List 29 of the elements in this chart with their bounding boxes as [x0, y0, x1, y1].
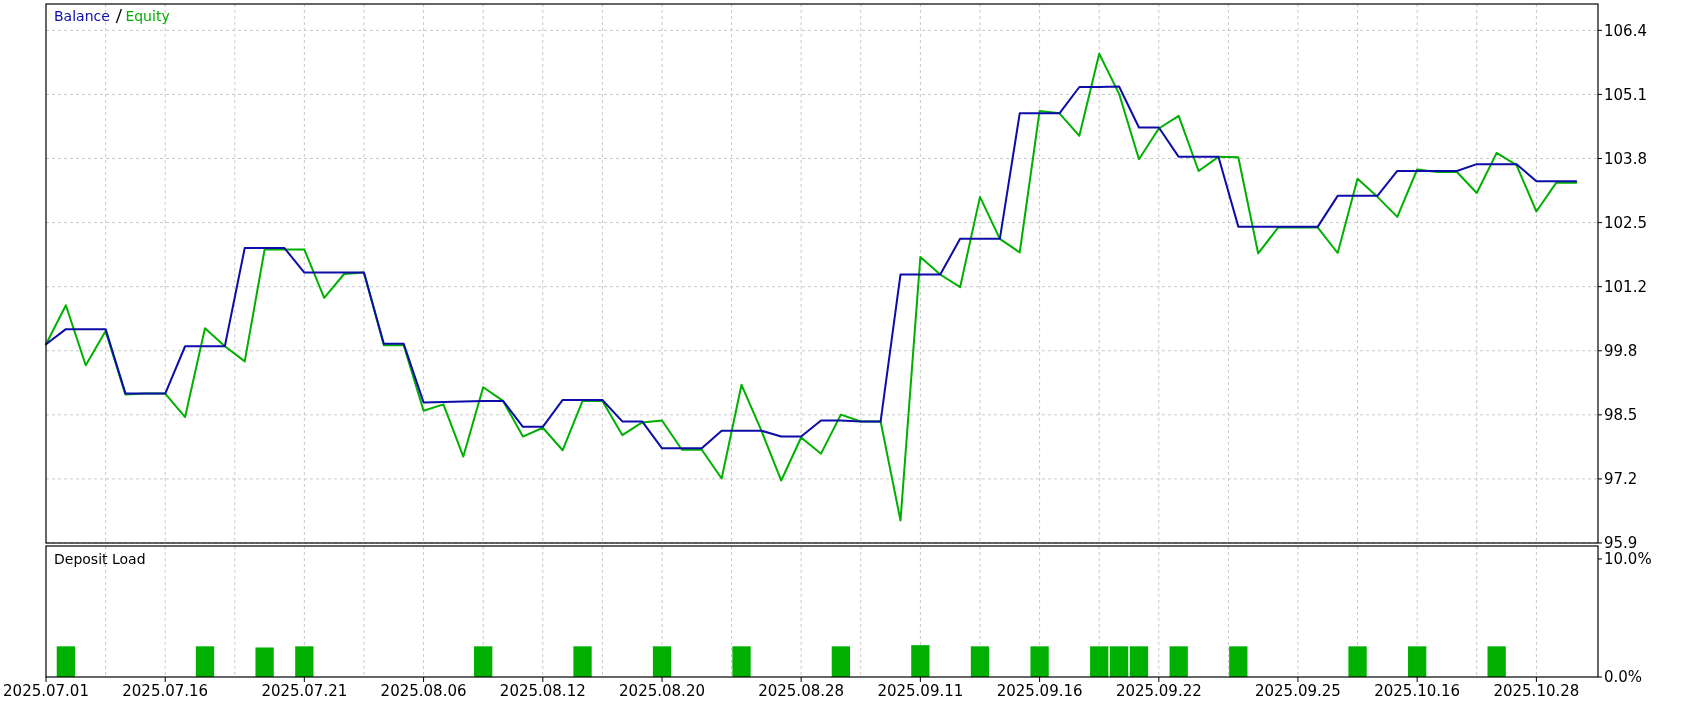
x-tick-label: 2025.08.28: [758, 682, 845, 700]
y-tick-label: 97.2: [1604, 470, 1638, 489]
y-tick-label: 105.1: [1604, 85, 1647, 104]
x-tick-label: 2025.09.16: [996, 682, 1083, 700]
x-tick-label: 2025.08.12: [499, 682, 586, 700]
y-tick-label: 95.9: [1604, 534, 1638, 553]
x-tick-label: 2025.10.28: [1493, 682, 1580, 700]
y-tick-label: 10.0%: [1604, 550, 1652, 569]
y-tick-label: 103.8: [1604, 149, 1647, 168]
line-series: [45, 85, 1578, 450]
x-tick-label: 2025.07.01: [3, 682, 89, 700]
text: Balance: [54, 8, 110, 24]
chart-title: Deposit Load: [54, 551, 146, 567]
y-tick-label: 106.4: [1604, 21, 1647, 40]
x-tick-label: 2025.09.25: [1254, 682, 1341, 700]
text: Equity: [125, 8, 170, 24]
y-tick-label: 98.5: [1604, 406, 1638, 425]
x-tick-label: 2025.09.22: [1115, 682, 1202, 700]
x-tick-label: 2025.07.21: [261, 682, 348, 700]
y-tick-label: 0.0%: [1604, 668, 1643, 687]
y-tick-label: 101.2: [1604, 277, 1647, 296]
x-tick-label: 2025.10.16: [1374, 682, 1461, 700]
x-tick-label: 2025.07.16: [122, 682, 209, 700]
y-tick-label: 99.8: [1604, 342, 1638, 361]
x-tick-label: 2025.09.11: [877, 682, 964, 700]
x-tick-label: 2025.08.06: [380, 682, 467, 700]
x-tick-label: 2025.08.20: [619, 682, 705, 700]
y-tick-label: 102.5: [1604, 213, 1647, 232]
line-series: [45, 52, 1578, 522]
